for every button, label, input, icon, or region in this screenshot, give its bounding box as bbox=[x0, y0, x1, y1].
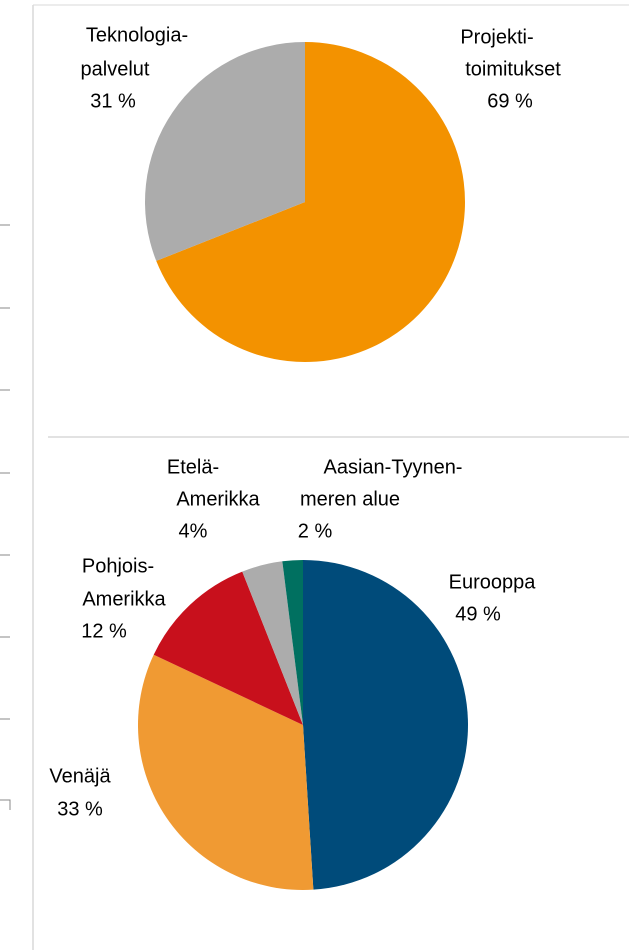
slice-label: Projekti- bbox=[460, 26, 533, 48]
slice-label: palvelut bbox=[81, 58, 150, 80]
pie-slice bbox=[242, 561, 303, 725]
slice-label: Venäjä bbox=[49, 765, 111, 787]
slice-value-label: 31 % bbox=[90, 90, 136, 112]
pie-slice bbox=[137, 654, 314, 891]
slice-label: Aasian-Tyynen- bbox=[324, 456, 463, 478]
slice-value-label: 33 % bbox=[57, 798, 103, 820]
slice-value-label: 12 % bbox=[81, 620, 127, 642]
slice-label: Teknologia- bbox=[86, 24, 188, 46]
slice-label: Eurooppa bbox=[449, 571, 537, 593]
edge-ticks bbox=[0, 224, 11, 810]
pie-slice bbox=[303, 560, 469, 890]
slice-value-label: 69 % bbox=[487, 90, 533, 112]
pie-slice bbox=[153, 571, 303, 725]
slice-label: Etelä- bbox=[167, 456, 219, 478]
pie-slice bbox=[156, 42, 465, 362]
slice-label: meren alue bbox=[300, 488, 400, 510]
slice-label: toimitukset bbox=[465, 58, 561, 80]
slice-value-label: 49 % bbox=[455, 603, 501, 625]
pie-slice bbox=[144, 42, 305, 261]
pie-slice bbox=[282, 560, 303, 725]
slice-label: Amerikka bbox=[82, 588, 166, 610]
slice-label: Pohjois- bbox=[82, 555, 154, 577]
slice-value-label: 2 % bbox=[298, 520, 333, 542]
slice-value-label: 4% bbox=[179, 520, 208, 542]
slice-label: Amerikka bbox=[176, 488, 260, 510]
